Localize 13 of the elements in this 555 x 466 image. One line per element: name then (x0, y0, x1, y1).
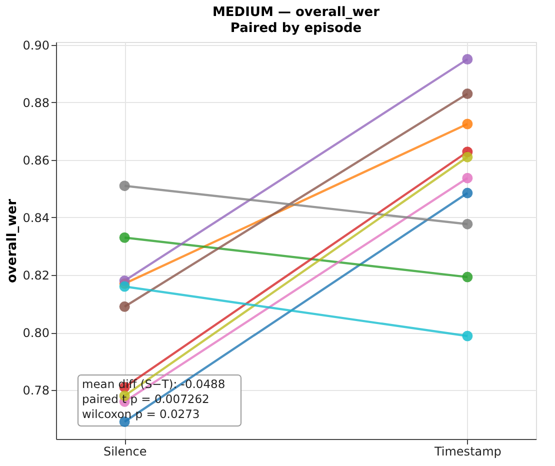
y-tick-label: 0.80 (22, 326, 50, 340)
y-tick-label: 0.84 (22, 210, 50, 225)
y-axis-title: overall_wer (4, 198, 20, 284)
x-tick-label: Timestamp (433, 444, 502, 458)
chart-title: MEDIUM — overall_wer (212, 4, 380, 20)
y-tick-label: 0.90 (22, 38, 50, 52)
y-tick-label: 0.78 (22, 384, 50, 398)
annotation: mean diff (S−T): -0.0488 (82, 377, 226, 391)
chart-subtitle: Paired by episode (230, 20, 362, 36)
y-tick-label: 0.88 (22, 96, 50, 110)
x-tick-label: Silence (103, 444, 147, 458)
y-tick-label: 0.86 (22, 153, 50, 168)
y-tick-label: 0.82 (22, 268, 50, 283)
